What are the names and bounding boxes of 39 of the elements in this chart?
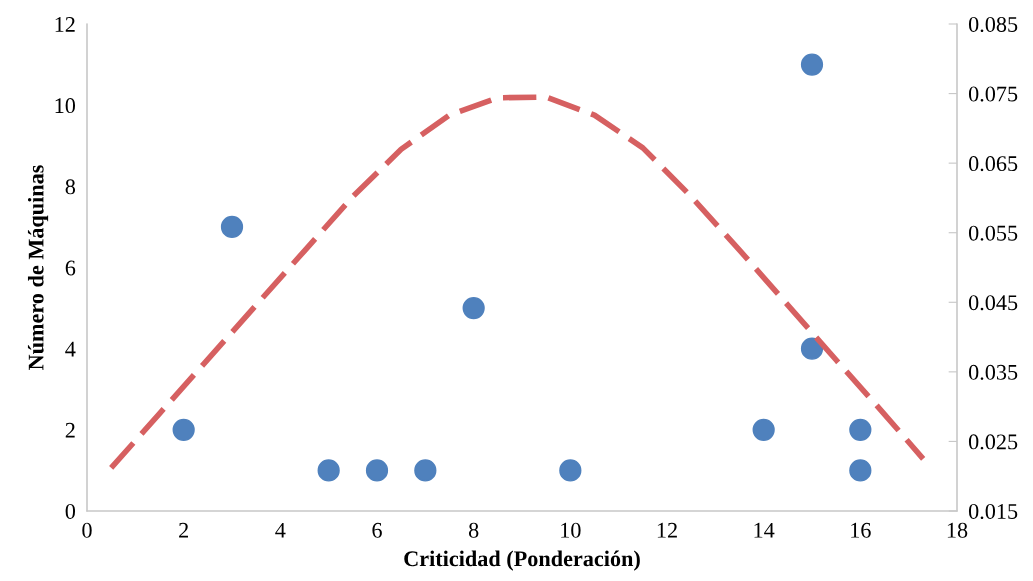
y2-tick-label: 0.065 <box>968 156 1018 172</box>
point <box>559 459 582 482</box>
y2-tick-label: 0.055 <box>968 225 1018 241</box>
y-tick-label: 10 <box>55 98 76 114</box>
x-axis-title: Criticidad (Ponderación) <box>404 550 640 571</box>
y2-tick-label: 0.035 <box>968 364 1018 380</box>
y-tick-label: 6 <box>65 260 76 276</box>
x-tick-label: 16 <box>851 522 871 538</box>
point <box>800 53 824 76</box>
x-tick-label: 8 <box>468 522 479 538</box>
y2-tick-label: 0.085 <box>968 16 1018 33</box>
point <box>462 296 485 320</box>
x-tick-label: 10 <box>561 522 581 538</box>
point <box>172 418 195 441</box>
x-tick-label: 18 <box>947 522 968 538</box>
y2-tick-label: 0.015 <box>968 503 1018 520</box>
y-tick-label: 8 <box>65 179 76 195</box>
point <box>365 459 389 482</box>
point <box>849 418 872 441</box>
x-tick-label: 4 <box>275 522 286 538</box>
y-tick-label: 0 <box>65 503 76 519</box>
x-tick-label: 0 <box>82 522 92 538</box>
x-tick-label: 2 <box>179 522 188 538</box>
y-axis-title: Número de Máquinas <box>27 165 49 370</box>
x-tick-label: 14 <box>754 522 775 538</box>
x-tick-label: 12 <box>657 522 677 538</box>
y-tick-label: 12 <box>55 16 75 32</box>
y2-tick-label: 0.045 <box>968 295 1018 311</box>
y2-tick-label: 0.025 <box>968 434 1018 450</box>
point <box>317 459 340 482</box>
point <box>220 215 244 239</box>
point <box>414 459 437 482</box>
y-tick-label: 2 <box>65 422 75 438</box>
point <box>849 459 872 482</box>
point <box>752 418 775 441</box>
y2-tick-label: 0.075 <box>968 86 1018 102</box>
y-tick-label: 4 <box>65 341 76 357</box>
x-tick-label: 6 <box>372 522 382 538</box>
point <box>800 337 824 360</box>
